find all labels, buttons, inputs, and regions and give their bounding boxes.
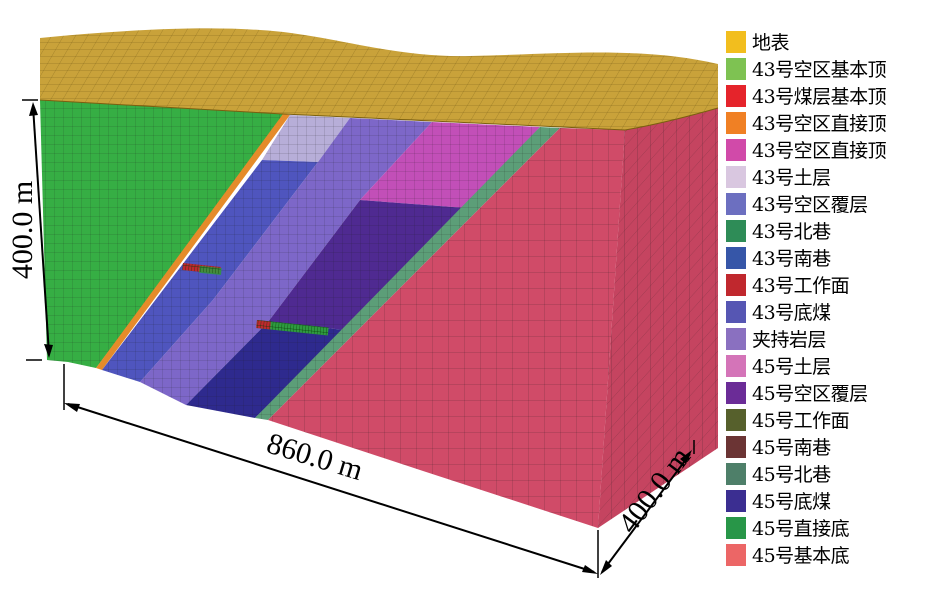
height-dimension-label: 400.0 m — [6, 181, 39, 279]
legend-swatch — [726, 516, 746, 539]
front-face — [40, 100, 625, 528]
legend-swatch — [726, 354, 746, 377]
legend-label: 43号煤层基本顶 — [752, 86, 887, 108]
legend-swatch — [726, 300, 746, 323]
legend-item: 43号空区基本顶 — [726, 55, 945, 82]
legend-swatch — [726, 543, 746, 566]
legend-item: 45号工作面 — [726, 406, 945, 433]
legend-item: 43号空区直接顶 — [726, 136, 945, 163]
legend-swatch — [726, 165, 746, 188]
height-dimension-line — [32, 105, 50, 355]
legend-label: 45号工作面 — [752, 410, 850, 432]
legend-item: 夹持岩层 — [726, 325, 945, 352]
legend-swatch — [726, 408, 746, 431]
length-dimension-line — [67, 403, 595, 573]
legend-label: 45号直接底 — [752, 518, 850, 540]
legend-swatch — [726, 84, 746, 107]
legend-label: 45号基本底 — [752, 545, 850, 567]
legend-label: 45号北巷 — [752, 464, 831, 486]
layer-43-goaf-immediate-roof-orange — [96, 114, 290, 370]
working-faces — [182, 263, 329, 336]
legend-label: 43号空区覆层 — [752, 194, 868, 216]
legend-item: 45号底煤 — [726, 487, 945, 514]
legend-item: 45号南巷 — [726, 433, 945, 460]
legend-item: 45号基本底 — [726, 541, 945, 568]
legend-item: 43号底煤 — [726, 298, 945, 325]
legend-item: 43号空区直接顶 — [726, 109, 945, 136]
legend-swatch — [726, 57, 746, 80]
legend-item: 45号土层 — [726, 352, 945, 379]
legend-label: 夹持岩层 — [752, 329, 827, 351]
right-side-face — [598, 108, 718, 528]
legend-label: 43号土层 — [752, 167, 831, 189]
legend-swatch — [726, 111, 746, 134]
terrain-surface — [39, 28, 719, 131]
legend-label: 43号空区直接顶 — [752, 113, 887, 135]
legend-label: 43号工作面 — [752, 275, 850, 297]
legend-swatch — [726, 219, 746, 242]
legend-label: 45号空区覆层 — [752, 383, 868, 405]
legend-swatch — [726, 192, 746, 215]
legend-item: 43号北巷 — [726, 217, 945, 244]
legend-swatch — [726, 489, 746, 512]
legend-swatch — [726, 462, 746, 485]
legend-swatch — [726, 138, 746, 161]
legend-item: 45号空区覆层 — [726, 379, 945, 406]
legend-item: 43号土层 — [726, 163, 945, 190]
legend: 地表 43号空区基本顶 43号煤层基本顶 43号空区直接顶 43号空区直接顶 43号土层 4… — [726, 28, 945, 568]
width-dimension-line — [601, 453, 691, 573]
legend-item: 地表 — [726, 28, 945, 55]
legend-swatch — [726, 327, 746, 350]
legend-label: 45号底煤 — [752, 491, 831, 513]
legend-swatch — [726, 435, 746, 458]
legend-item: 45号直接底 — [726, 514, 945, 541]
legend-item: 43号工作面 — [726, 271, 945, 298]
legend-label: 43号空区直接顶 — [752, 140, 887, 162]
legend-label: 45号土层 — [752, 356, 831, 378]
legend-item: 45号北巷 — [726, 460, 945, 487]
legend-label: 43号南巷 — [752, 248, 831, 270]
legend-item: 43号煤层基本顶 — [726, 82, 945, 109]
legend-swatch — [726, 381, 746, 404]
legend-label: 43号空区基本顶 — [752, 59, 887, 81]
legend-swatch — [726, 30, 746, 53]
legend-swatch — [726, 273, 746, 296]
legend-label: 43号北巷 — [752, 221, 831, 243]
legend-item: 43号南巷 — [726, 244, 945, 271]
legend-swatch — [726, 246, 746, 269]
legend-label: 43号底煤 — [752, 302, 831, 324]
legend-label: 地表 — [752, 32, 790, 54]
legend-item: 43号空区覆层 — [726, 190, 945, 217]
legend-label: 45号南巷 — [752, 437, 831, 459]
